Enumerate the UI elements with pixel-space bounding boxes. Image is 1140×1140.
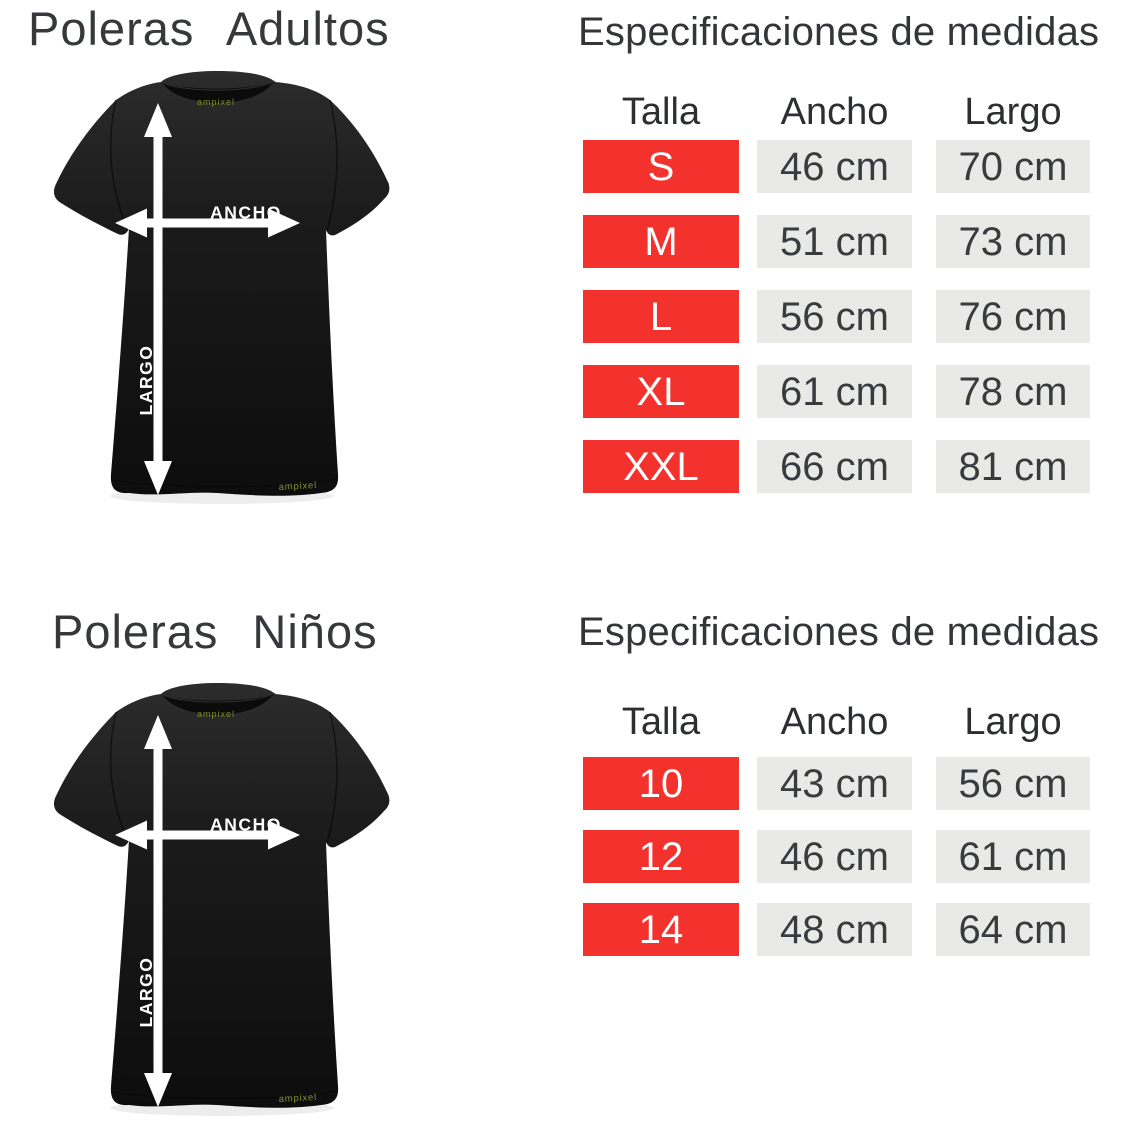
width-cell: 43 cm	[757, 757, 912, 810]
size-cell: XL	[583, 365, 739, 418]
kids-table-header: Talla Ancho Largo	[583, 698, 1090, 746]
kids-table-body: 10 43 cm 56 cm 12 46 cm 61 cm 14 48 cm 6…	[583, 757, 1090, 976]
table-row: XL 61 cm 78 cm	[583, 365, 1090, 418]
table-row: XXL 66 cm 81 cm	[583, 440, 1090, 493]
adults-table-title: Especificaciones de medidas	[578, 10, 1100, 54]
adults-table-body: S 46 cm 70 cm M 51 cm 73 cm L 56 cm 76 c…	[583, 140, 1090, 515]
width-arrow-label: ANCHO	[210, 815, 282, 835]
column-header-ancho: Ancho	[780, 701, 889, 743]
adults-shirt-diagram: ampixel ANCHO LARGO ampixel	[40, 60, 400, 520]
size-cell: S	[583, 140, 739, 193]
table-row: 12 46 cm 61 cm	[583, 830, 1090, 883]
adults-section-title: Poleras Adultos	[28, 2, 390, 55]
length-cell: 76 cm	[936, 290, 1090, 343]
column-header-largo: Largo	[964, 91, 1062, 133]
length-cell: 78 cm	[936, 365, 1090, 418]
adults-table-header: Talla Ancho Largo	[583, 88, 1090, 136]
length-cell: 73 cm	[936, 215, 1090, 268]
table-row: 10 43 cm 56 cm	[583, 757, 1090, 810]
column-header-talla: Talla	[621, 701, 701, 743]
size-cell: L	[583, 290, 739, 343]
length-cell: 56 cm	[936, 757, 1090, 810]
kids-shirt-diagram: ampixel ANCHO LARGO ampixel	[40, 672, 400, 1132]
width-cell: 48 cm	[757, 903, 912, 956]
column-header-largo: Largo	[964, 701, 1062, 743]
size-cell: 10	[583, 757, 739, 810]
width-arrow-label: ANCHO	[210, 203, 282, 223]
tshirt-graphic	[53, 682, 391, 1117]
width-cell: 56 cm	[757, 290, 912, 343]
length-cell: 70 cm	[936, 140, 1090, 193]
length-cell: 81 cm	[936, 440, 1090, 493]
size-cell: XXL	[583, 440, 739, 493]
kids-table-title: Especificaciones de medidas	[578, 610, 1100, 654]
size-cell: 14	[583, 903, 739, 956]
length-arrow-label: LARGO	[136, 345, 156, 416]
adults-shirt-svg: ampixel ANCHO LARGO ampixel	[53, 70, 391, 505]
tshirt-graphic	[53, 70, 391, 505]
width-cell: 46 cm	[757, 140, 912, 193]
column-header-ancho: Ancho	[780, 91, 889, 133]
brand-logo-collar: ampixel	[197, 97, 235, 107]
kids-shirt-svg: ampixel ANCHO LARGO ampixel	[53, 682, 391, 1117]
brand-logo-hem: ampixel	[278, 480, 317, 493]
table-row: 14 48 cm 64 cm	[583, 903, 1090, 956]
width-cell: 51 cm	[757, 215, 912, 268]
length-cell: 64 cm	[936, 903, 1090, 956]
size-cell: M	[583, 215, 739, 268]
size-cell: 12	[583, 830, 739, 883]
column-header-talla: Talla	[621, 91, 701, 133]
table-row: L 56 cm 76 cm	[583, 290, 1090, 343]
brand-logo-collar: ampixel	[197, 709, 235, 719]
width-cell: 61 cm	[757, 365, 912, 418]
table-row: S 46 cm 70 cm	[583, 140, 1090, 193]
kids-section-title: Poleras Niños	[52, 605, 378, 658]
brand-logo-hem: ampixel	[278, 1092, 317, 1105]
length-cell: 61 cm	[936, 830, 1090, 883]
table-row: M 51 cm 73 cm	[583, 215, 1090, 268]
length-arrow-label: LARGO	[136, 957, 156, 1028]
width-cell: 46 cm	[757, 830, 912, 883]
width-cell: 66 cm	[757, 440, 912, 493]
